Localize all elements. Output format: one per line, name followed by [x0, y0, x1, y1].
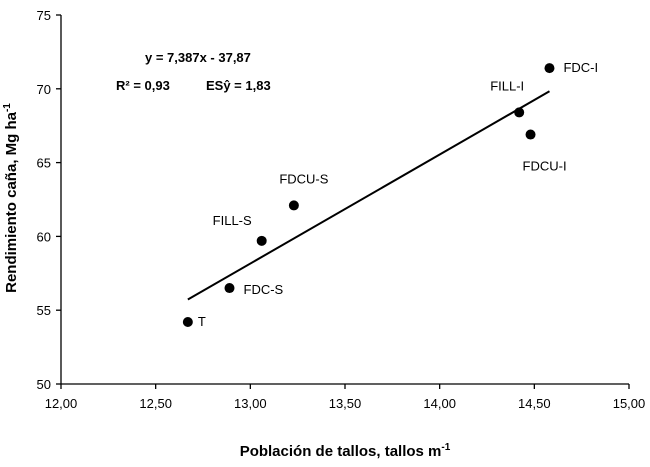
x-tick-label: 13,00	[234, 396, 267, 411]
trendline	[187, 90, 550, 301]
point-label: T	[198, 314, 206, 329]
y-tick-label: 70	[37, 82, 51, 97]
point-label: FILL-I	[490, 78, 524, 93]
x-tick-label: 14,00	[423, 396, 456, 411]
y-tick-label: 75	[37, 8, 51, 23]
axes	[60, 15, 629, 385]
sey-annotation: ESŷ = 1,83	[206, 78, 271, 93]
point-label: FDC-S	[244, 282, 284, 297]
y-tick-label: 60	[37, 229, 51, 244]
x-ticks: 12,00 12,50 13,00 13,50 14,00 14,50 15,00	[45, 384, 646, 411]
r2-annotation: R² = 0,93	[116, 78, 170, 93]
y-tick-label: 55	[37, 303, 51, 318]
point-labels: T FDC-S FILL-S FDCU-S FILL-I FDCU-I FDC-I	[198, 60, 598, 329]
x-tick-label: 13,50	[329, 396, 362, 411]
data-point	[224, 283, 235, 294]
x-tick-label: 15,00	[613, 396, 646, 411]
equation-annotation: y = 7,387x - 37,87	[145, 50, 251, 65]
data-point	[182, 317, 193, 328]
y-tick-label: 50	[37, 377, 51, 392]
point-label: FDCU-I	[523, 159, 567, 174]
data-point	[525, 129, 536, 140]
data-points	[182, 63, 555, 328]
data-point	[256, 235, 267, 246]
data-point	[544, 63, 555, 74]
data-point	[514, 107, 525, 118]
data-point	[288, 200, 299, 211]
point-label: FILL-S	[213, 213, 252, 228]
point-label: FDCU-S	[279, 171, 328, 186]
y-tick-label: 65	[37, 156, 51, 171]
x-tick-label: 14,50	[518, 396, 551, 411]
y-ticks: 50 55 60 65 70 75	[37, 8, 61, 392]
x-tick-label: 12,00	[45, 396, 78, 411]
point-label: FDC-I	[563, 60, 598, 75]
y-axis-title: Rendimiento caña, Mg ha-1	[2, 103, 20, 293]
x-tick-label: 12,50	[139, 396, 172, 411]
x-axis-title: Población de tallos, tallos m-1	[240, 442, 451, 460]
